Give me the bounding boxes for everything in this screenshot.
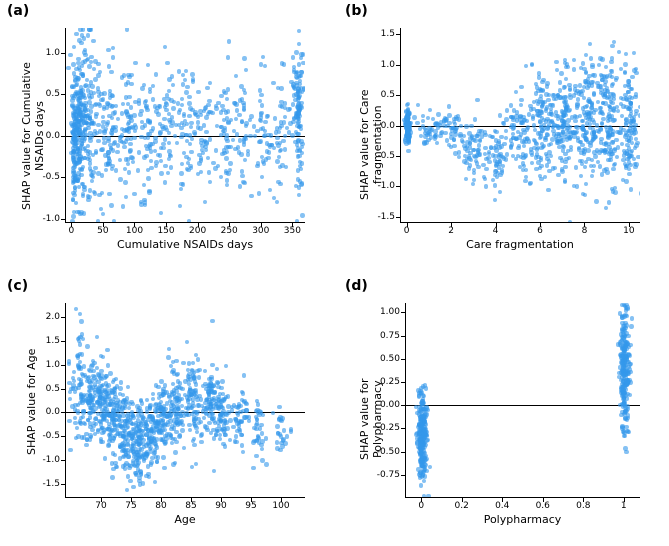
xtick: 150 (157, 226, 174, 236)
x-label-c: Age (65, 513, 305, 526)
ytick: 0.5 (46, 384, 60, 394)
y-label-a: SHAP value for Cumulative NSAIDs days (20, 62, 46, 210)
plot-c (65, 303, 305, 498)
xtick: 8 (582, 226, 588, 236)
ytick: -0.75 (377, 470, 400, 480)
xtick: 1 (621, 501, 627, 511)
ytick: 1.0 (46, 360, 60, 370)
ytick: -1.0 (42, 214, 60, 224)
scatter-c (66, 303, 305, 497)
xtick: 0.8 (576, 501, 590, 511)
y-label-b: SHAP value for Care fragmentation (358, 89, 384, 200)
ytick: 1.0 (46, 48, 60, 58)
panel-label-b: (b) (345, 3, 368, 19)
y-label-c: SHAP value for Age (25, 349, 38, 455)
x-label-a: Cumulative NSAIDs days (65, 238, 305, 251)
ytick: 0.0 (46, 131, 60, 141)
scatter-b (401, 28, 640, 222)
xtick: 0.2 (455, 501, 469, 511)
xtick: 95 (245, 501, 256, 511)
x-label-b: Care fragmentation (400, 238, 640, 251)
figure: (a)050100150200250300350-1.0-0.50.00.51.… (0, 0, 669, 546)
xtick: 100 (126, 226, 143, 236)
ytick: 0.5 (46, 89, 60, 99)
xtick: 350 (284, 226, 301, 236)
xtick: 80 (155, 501, 166, 511)
ytick: 1.5 (381, 29, 395, 39)
scatter-a (66, 28, 305, 222)
panel-label-c: (c) (7, 278, 28, 294)
plot-d (405, 303, 640, 498)
xtick: 300 (252, 226, 269, 236)
ytick: -1.0 (42, 455, 60, 465)
xtick: 100 (272, 501, 289, 511)
ytick: -1.5 (377, 212, 395, 222)
ytick: 0.75 (380, 331, 400, 341)
xtick: 70 (95, 501, 106, 511)
xtick: 90 (215, 501, 226, 511)
xtick: 4 (493, 226, 499, 236)
ytick: -0.5 (42, 431, 60, 441)
panel-label-d: (d) (345, 278, 368, 294)
xtick: 2 (448, 226, 454, 236)
scatter-d (406, 303, 640, 497)
xtick: 6 (537, 226, 543, 236)
panel-label-a: (a) (7, 3, 29, 19)
ytick: 0.0 (46, 407, 60, 417)
xtick: 75 (125, 501, 136, 511)
ytick: 1.5 (46, 336, 60, 346)
ytick: 1.0 (381, 60, 395, 70)
ytick: 2.0 (46, 312, 60, 322)
xtick: 50 (97, 226, 108, 236)
ytick: 1.00 (380, 307, 400, 317)
xtick: 0 (68, 226, 74, 236)
xtick: 10 (623, 226, 634, 236)
ytick: -1.5 (42, 479, 60, 489)
xtick: 0.6 (536, 501, 550, 511)
xtick: 85 (185, 501, 196, 511)
xtick: 250 (221, 226, 238, 236)
x-label-d: Polypharmacy (405, 513, 640, 526)
plot-b (400, 28, 640, 223)
xtick: 200 (189, 226, 206, 236)
xtick: 0 (418, 501, 424, 511)
ytick: 0.50 (380, 354, 400, 364)
xtick: 0.4 (495, 501, 509, 511)
xtick: 0 (404, 226, 410, 236)
plot-a (65, 28, 305, 223)
y-label-d: SHAP value for Polypharmacy (358, 378, 384, 460)
